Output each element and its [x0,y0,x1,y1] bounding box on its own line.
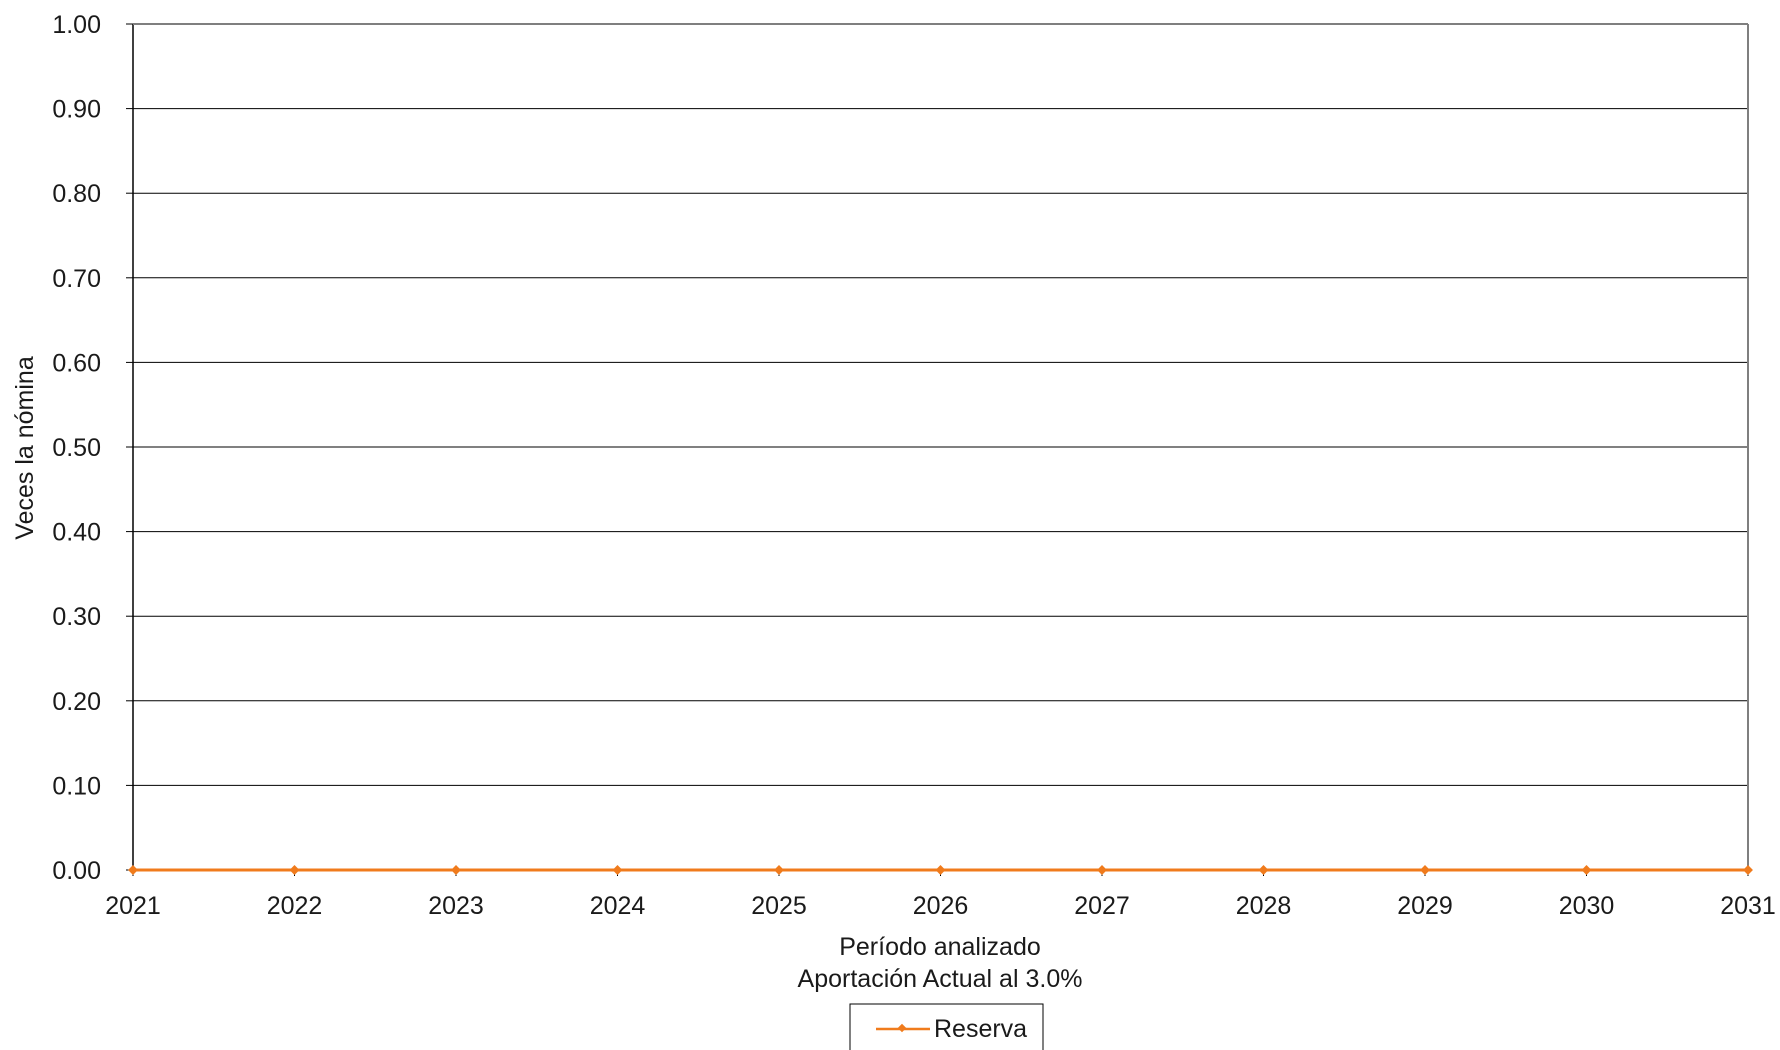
data-point [1258,865,1269,875]
x-tick-label: 2030 [1559,892,1615,920]
data-point [451,865,461,875]
legend-series-marker [897,1023,907,1033]
y-tick-label: 0.60 [52,349,101,377]
y-tick-label: 0.90 [52,96,101,124]
x-tick-label: 2029 [1397,892,1453,920]
x-tick-label: 2031 [1720,892,1776,920]
x-tick-label: 2028 [1236,892,1292,920]
chart-subtitle: Aportación Actual al 3.0% [798,965,1083,993]
data-point [774,865,784,875]
x-tick-label: 2021 [105,892,161,920]
x-tick-label: 2025 [751,892,807,920]
y-tick-labels: 0.00 0.10 0.20 0.30 0.40 0.50 0.60 0.70 0.80 0.90… [52,11,101,885]
gridlines [126,23,1748,871]
x-axis-title: Período analizado [839,933,1041,961]
data-point [1420,865,1430,875]
x-tick-label: 2027 [1074,892,1130,920]
plot-frame [132,23,1749,876]
y-tick-label: 0.30 [52,603,101,631]
legend-box [849,1003,1044,1050]
data-point [289,865,300,875]
x-tick-label: 2026 [913,892,969,920]
y-tick-label: 0.80 [52,180,101,208]
data-point [612,865,623,875]
y-tick-label: 0.40 [52,519,101,547]
x-tick-label: 2023 [428,892,484,920]
y-tick-label: 0.20 [52,688,101,716]
y-tick-label: 0.50 [52,434,101,462]
x-tick-label: 2022 [267,892,323,920]
y-axis-title: Veces la nómina [11,356,39,540]
data-point [1097,865,1107,875]
y-tick-label: 0.00 [52,857,101,885]
series [128,865,1753,875]
data-point [935,865,946,875]
x-tick-label: 2024 [590,892,646,920]
x-tick-labels: 2021 2022 2023 2024 2025 2026 2027 2028 2029 2030… [105,892,1776,920]
y-tick-label: 0.10 [52,772,101,800]
y-tick-label: 1.00 [52,11,101,39]
y-tick-label: 0.70 [52,265,101,293]
data-point [128,865,138,875]
legend: Reserva [849,1003,1044,1050]
data-point [1743,865,1753,875]
legend-series-label: Reserva [934,1015,1027,1043]
data-point [1581,865,1592,875]
